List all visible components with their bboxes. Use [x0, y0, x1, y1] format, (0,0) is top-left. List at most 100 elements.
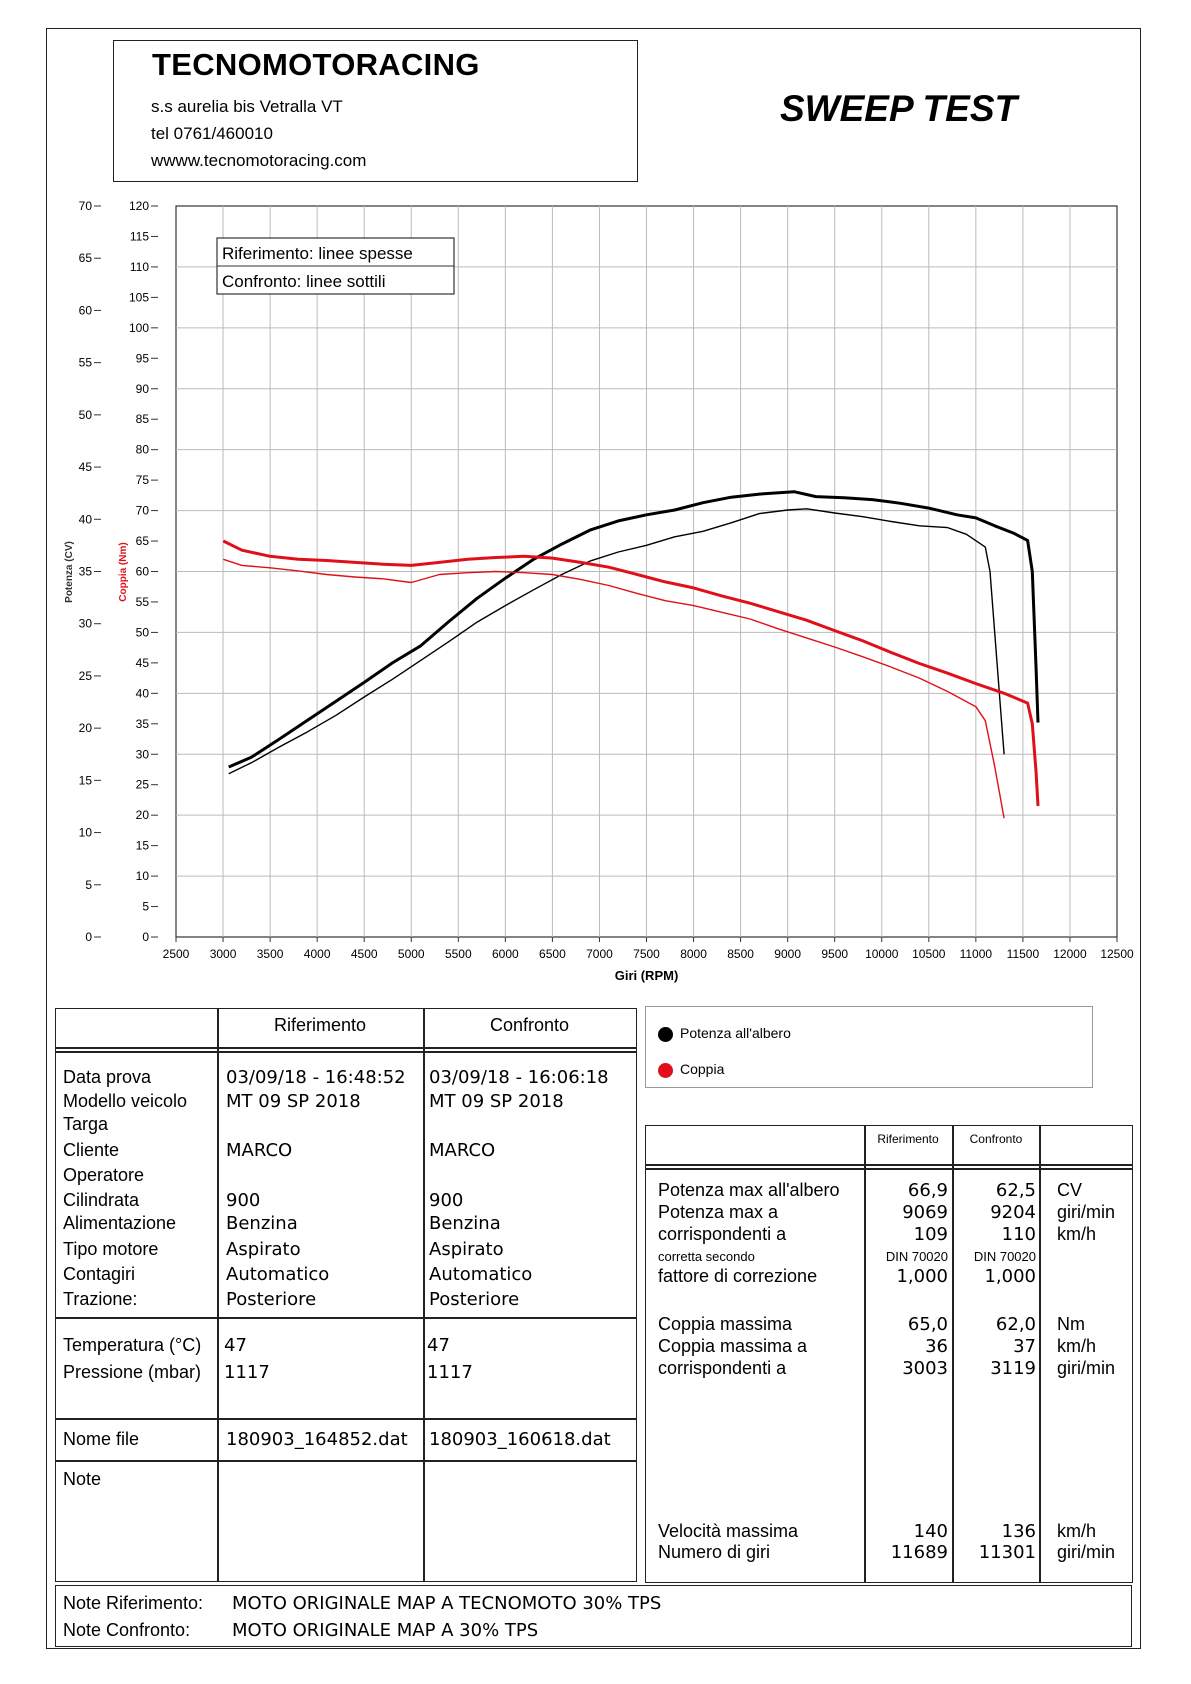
result-label: Potenza max a: [658, 1202, 779, 1222]
note-label: Note: [63, 1469, 102, 1489]
result-value-confronto: 136: [1001, 1521, 1036, 1542]
file-label: Nome file: [63, 1429, 140, 1449]
legend-dot-torque: [658, 1063, 673, 1078]
result-value-confronto: 37: [1013, 1336, 1036, 1357]
company-name: TECNOMOTORACING: [152, 47, 480, 82]
result-value-riferimento: 11689: [890, 1542, 948, 1563]
legend-thin-label: Confronto: linee sottili: [222, 272, 385, 291]
info-value-confronto: Aspirato: [429, 1239, 504, 1260]
power-curve-confronto: [228, 508, 1005, 775]
result-label: corrispondenti a: [658, 1358, 787, 1378]
test-title: SWEEP TEST: [780, 88, 1018, 129]
info-label: Cliente: [63, 1140, 120, 1160]
note-conf-label: Note Confronto:: [63, 1620, 191, 1640]
result-value-riferimento: 65,0: [907, 1314, 948, 1335]
result-unit: giri/min: [1057, 1202, 1116, 1222]
result-label: Coppia massima: [658, 1314, 793, 1334]
torque-tick-label: 40: [136, 686, 150, 700]
result-value-confronto: 9204: [990, 1202, 1036, 1223]
info-label: Trazione:: [63, 1289, 138, 1309]
dyno-chart: 2500 3000 3500 4000 4500 5000 5500 6000 6500 7000…: [64, 199, 1134, 983]
result-value-riferimento: 66,9: [907, 1180, 948, 1201]
power-tick-label: 70: [79, 199, 93, 213]
torque-curve-confronto: [223, 558, 1005, 819]
info-value-confronto: MARCO: [429, 1140, 496, 1161]
torque-tick-label: 65: [136, 534, 150, 548]
test-info-table: Riferimento Confronto Data prova 03/09/18…: [55, 1008, 637, 1582]
info-value-riferimento: MARCO: [226, 1140, 293, 1161]
result-value-riferimento: 9069: [902, 1202, 948, 1223]
result-value-riferimento: 140: [913, 1521, 948, 1542]
power-tick-label: 50: [79, 408, 93, 422]
col-header-confronto: Confronto: [489, 1015, 570, 1035]
info-value-confronto: Posteriore: [429, 1289, 520, 1310]
result-value-confronto: 3119: [990, 1358, 1036, 1379]
torque-tick-label: 100: [129, 321, 149, 335]
power-curve-riferimento: [228, 490, 1040, 769]
x-tick-label: 7000: [586, 947, 613, 961]
info-label: Tipo motore: [63, 1239, 159, 1259]
legend-label-power: Potenza all'albero: [680, 1025, 791, 1041]
x-tick-label: 8000: [680, 947, 707, 961]
result-value-riferimento: DIN 70020: [885, 1249, 948, 1264]
result-value-confronto: 11301: [978, 1542, 1036, 1563]
result-value-riferimento: 36: [925, 1336, 948, 1357]
torque-tick-label: 15: [136, 839, 150, 853]
result-value-riferimento: 3003: [902, 1358, 948, 1379]
info-label: Modello veicolo: [63, 1091, 188, 1111]
info-value-riferimento: Posteriore: [226, 1289, 317, 1310]
torque-tick-label: 80: [136, 443, 150, 457]
info-value-confronto: Benzina: [429, 1213, 501, 1234]
chart-legend: Potenza all'albero Coppia: [645, 1006, 1093, 1088]
info-value-riferimento: 47: [224, 1335, 247, 1356]
company-phone: tel 0761/460010: [151, 124, 273, 143]
results-col-confronto: Confronto: [969, 1132, 1023, 1146]
result-unit: Nm: [1057, 1314, 1085, 1334]
result-label: Potenza max all'albero: [658, 1180, 840, 1200]
results-table: Riferimento Confronto Potenza max all'al…: [645, 1125, 1133, 1583]
torque-tick-label: 70: [136, 504, 150, 518]
x-tick-label: 8500: [727, 947, 754, 961]
torque-tick-label: 20: [136, 808, 150, 822]
x-tick-label: 4000: [304, 947, 331, 961]
info-value-riferimento: Aspirato: [226, 1239, 301, 1260]
x-tick-label: 3000: [210, 947, 237, 961]
info-value-confronto: 1117: [427, 1362, 473, 1383]
x-tick-label: 5500: [445, 947, 472, 961]
result-value-riferimento: 1,000: [896, 1266, 948, 1287]
x-tick-label: 6500: [539, 947, 566, 961]
report-page: [46, 28, 1141, 1649]
power-tick-label: 55: [79, 356, 93, 370]
power-tick-label: 0: [85, 930, 92, 944]
x-tick-label: 10000: [865, 947, 899, 961]
x-tick-label: 9000: [774, 947, 801, 961]
col-header-riferimento: Riferimento: [273, 1015, 367, 1035]
torque-tick-label: 95: [136, 351, 150, 365]
x-tick-label: 6000: [492, 947, 519, 961]
torque-curve-riferimento: [222, 539, 1040, 807]
torque-tick-label: 55: [136, 595, 150, 609]
result-label: corrispondenti a: [658, 1224, 787, 1244]
torque-axis-label: Coppia (Nm): [118, 542, 129, 601]
legend-label-torque: Coppia: [680, 1061, 725, 1077]
legend-dot-power: [658, 1027, 673, 1042]
result-unit: giri/min: [1057, 1542, 1116, 1562]
power-tick-label: 30: [79, 617, 93, 631]
power-tick-label: 20: [79, 721, 93, 735]
result-label: Coppia massima a: [658, 1336, 808, 1356]
result-unit: CV: [1057, 1180, 1083, 1200]
info-value-riferimento: MT 09 SP 2018: [226, 1091, 361, 1112]
info-label: Alimentazione: [63, 1213, 177, 1233]
power-tick-label: 60: [79, 303, 93, 317]
result-unit: km/h: [1057, 1521, 1097, 1541]
torque-tick-label: 25: [136, 778, 150, 792]
result-value-confronto: 62,0: [995, 1314, 1036, 1335]
info-value-riferimento: 03/09/18 - 16:48:52: [226, 1067, 406, 1088]
power-tick-label: 65: [79, 251, 93, 265]
info-value-confronto: MT 09 SP 2018: [429, 1091, 564, 1112]
conf-file: 180903_160618.dat: [429, 1429, 611, 1450]
info-label: Cilindrata: [63, 1190, 140, 1210]
torque-tick-label: 0: [142, 930, 149, 944]
company-website: wwww.tecnomotoracing.com: [151, 151, 367, 170]
info-label: Pressione (mbar): [63, 1362, 202, 1382]
